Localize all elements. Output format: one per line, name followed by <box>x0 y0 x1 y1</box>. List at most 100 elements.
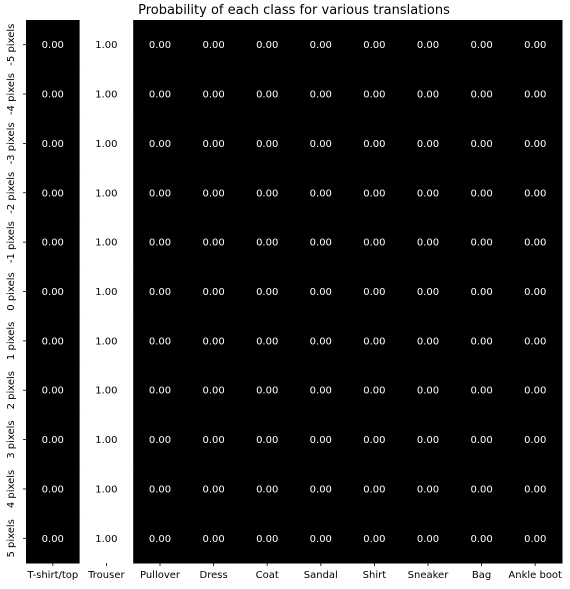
heatmap-cell-r2-c2 <box>133 118 188 169</box>
heatmap-cell-r0-c3 <box>186 20 241 70</box>
heatmap-cell-r3-c4 <box>240 168 295 218</box>
cell-value-label-r1-c5: 0.00 <box>310 90 332 101</box>
cell-value-label-r6-c9: 0.00 <box>524 336 546 347</box>
cell-value-label-r0-c7: 0.00 <box>417 40 439 51</box>
heatmap-cell-r9-c3 <box>186 464 241 515</box>
heatmap-cells <box>26 20 563 564</box>
cell-value-label-r2-c8: 0.00 <box>470 139 492 150</box>
cell-value-label-r0-c5: 0.00 <box>310 40 332 51</box>
heatmap-cell-r1-c4 <box>240 69 295 120</box>
heatmap-cell-r10-c8 <box>454 513 509 564</box>
x-tick-label: Ankle boot <box>508 570 562 581</box>
x-axis-ticks: T-shirt/top Trouser Pullover Dress Coat Sanda… <box>26 563 562 581</box>
heatmap-cell-r3-c8 <box>454 168 509 218</box>
heatmap-cell-r1-c2 <box>133 69 188 120</box>
cell-value-label-r10-c4: 0.00 <box>256 534 278 545</box>
y-tick-label: 4 pixels <box>6 470 17 508</box>
cell-value-label-r1-c4: 0.00 <box>256 90 278 101</box>
heatmap-cell-r0-c1 <box>79 20 134 70</box>
heatmap-cell-r2-c7 <box>401 118 456 169</box>
heatmap-cell-r10-c5 <box>294 513 349 564</box>
cell-value-label-r5-c5: 0.00 <box>310 287 332 298</box>
chart-title: Probability of each class for various tr… <box>138 3 450 18</box>
cell-value-label-r6-c3: 0.00 <box>202 336 224 347</box>
heatmap-cell-r0-c8 <box>454 20 509 70</box>
cell-value-label-r4-c5: 0.00 <box>310 238 332 249</box>
heatmap-cell-r8-c9 <box>508 414 563 465</box>
cell-value-label-r3-c6: 0.00 <box>363 188 385 199</box>
heatmap-cell-r4-c5 <box>294 217 349 268</box>
heatmap-cell-r2-c0 <box>26 118 81 169</box>
heatmap-cell-r10-c4 <box>240 513 295 564</box>
cell-value-label-r2-c5: 0.00 <box>310 139 332 150</box>
x-tick-label: T-shirt/top <box>26 570 78 581</box>
cell-value-label-r5-c7: 0.00 <box>417 287 439 298</box>
heatmap-cell-r3-c6 <box>347 168 402 218</box>
cell-value-label-r1-c3: 0.00 <box>202 90 224 101</box>
heatmap-cell-r1-c7 <box>401 69 456 120</box>
heatmap-cell-r7-c6 <box>347 365 402 416</box>
cell-value-label-r5-c2: 0.00 <box>149 287 171 298</box>
cell-value-label-r3-c1: 1.00 <box>95 188 117 199</box>
heatmap-cell-r3-c1 <box>79 168 134 218</box>
heatmap-cell-r8-c3 <box>186 414 241 465</box>
heatmap-cell-r8-c4 <box>240 414 295 465</box>
heatmap-cell-r6-c3 <box>186 316 241 367</box>
cell-value-label-r0-c3: 0.00 <box>202 40 224 51</box>
heatmap-cell-r0-c2 <box>133 20 188 70</box>
heatmap-cell-r10-c2 <box>133 513 188 564</box>
cell-value-label-r1-c8: 0.00 <box>470 90 492 101</box>
heatmap-cell-r4-c7 <box>401 217 456 268</box>
cell-value-label-r2-c1: 1.00 <box>95 139 117 150</box>
heatmap-cell-r2-c1 <box>79 118 134 169</box>
heatmap-cell-r4-c1 <box>79 217 134 268</box>
cell-value-label-r4-c9: 0.00 <box>524 238 546 249</box>
heatmap-cell-r6-c1 <box>79 316 134 367</box>
heatmap-cell-r9-c7 <box>401 464 456 515</box>
cell-value-label-r9-c4: 0.00 <box>256 484 278 495</box>
cell-value-label-r3-c4: 0.00 <box>256 188 278 199</box>
heatmap-cell-r2-c9 <box>508 118 563 169</box>
heatmap-cell-r10-c1 <box>79 513 134 564</box>
heatmap-cell-r8-c7 <box>401 414 456 465</box>
cell-value-label-r10-c2: 0.00 <box>149 534 171 545</box>
heatmap-cell-r9-c4 <box>240 464 295 515</box>
heatmap-cell-r8-c5 <box>294 414 349 465</box>
heatmap-cell-r4-c2 <box>133 217 188 268</box>
heatmap-cell-r8-c0 <box>26 414 81 465</box>
cell-value-label-r9-c1: 1.00 <box>95 484 117 495</box>
cell-value-label-r2-c3: 0.00 <box>202 139 224 150</box>
heatmap-cell-r7-c0 <box>26 365 81 416</box>
heatmap-cell-labels: 0.00 1.00 0.00 0.00 0.00 0.00 0.00 0.00 0.00 0.00… <box>42 40 547 545</box>
cell-value-label-r2-c6: 0.00 <box>363 139 385 150</box>
y-tick-label: -4 pixels <box>6 73 17 115</box>
cell-value-label-r7-c3: 0.00 <box>202 386 224 397</box>
cell-value-label-r7-c5: 0.00 <box>310 386 332 397</box>
cell-value-label-r7-c6: 0.00 <box>363 386 385 397</box>
y-tick-label: 2 pixels <box>6 371 17 409</box>
cell-value-label-r0-c0: 0.00 <box>42 40 64 51</box>
heatmap-cell-r3-c2 <box>133 168 188 218</box>
heatmap-cell-r6-c2 <box>133 316 188 367</box>
cell-value-label-r9-c3: 0.00 <box>202 484 224 495</box>
heatmap-cell-r9-c2 <box>133 464 188 515</box>
heatmap-cell-r10-c0 <box>26 513 81 564</box>
heatmap-cell-r4-c8 <box>454 217 509 268</box>
cell-value-label-r7-c0: 0.00 <box>42 386 64 397</box>
cell-value-label-r8-c1: 1.00 <box>95 435 117 446</box>
y-tick-label: 3 pixels <box>6 420 17 458</box>
cell-value-label-r5-c4: 0.00 <box>256 287 278 298</box>
heatmap-cell-r5-c0 <box>26 266 81 317</box>
heatmap-cell-r3-c9 <box>508 168 563 218</box>
cell-value-label-r3-c2: 0.00 <box>149 188 171 199</box>
heatmap-cell-r8-c8 <box>454 414 509 465</box>
heatmap-cell-r10-c9 <box>508 513 563 564</box>
x-tick-label: Sandal <box>304 570 338 581</box>
heatmap-cell-r9-c1 <box>79 464 134 515</box>
cell-value-label-r2-c2: 0.00 <box>149 139 171 150</box>
cell-value-label-r6-c6: 0.00 <box>363 336 385 347</box>
heatmap-cell-r7-c7 <box>401 365 456 416</box>
x-tick-label: Trouser <box>87 570 125 581</box>
cell-value-label-r3-c3: 0.00 <box>202 188 224 199</box>
cell-value-label-r6-c8: 0.00 <box>470 336 492 347</box>
